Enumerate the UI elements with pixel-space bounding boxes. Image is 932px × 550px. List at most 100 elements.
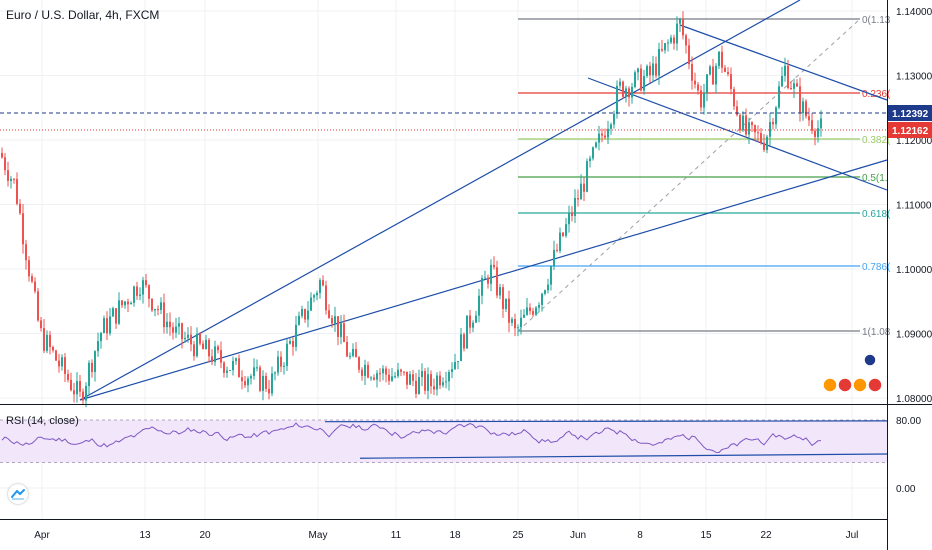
candle-body bbox=[796, 83, 798, 87]
x-tick-label: 25 bbox=[512, 530, 524, 541]
candle-body bbox=[571, 212, 573, 216]
candle-body bbox=[697, 84, 699, 91]
y-tick-label: 1.09000 bbox=[896, 330, 932, 341]
fib-level-label: 0.236( bbox=[862, 89, 891, 100]
candle-body bbox=[766, 136, 768, 150]
price-badge bbox=[888, 122, 932, 138]
candle-body bbox=[556, 249, 558, 251]
candle-body bbox=[403, 371, 405, 373]
candle-body bbox=[37, 291, 39, 321]
candle-body bbox=[736, 106, 738, 116]
candle-body bbox=[406, 371, 408, 385]
candle-body bbox=[733, 89, 735, 107]
candle-body bbox=[94, 351, 96, 373]
candle-body bbox=[238, 358, 240, 378]
candle-body bbox=[64, 357, 66, 374]
x-tick-label: Jul bbox=[846, 530, 859, 541]
candle-body bbox=[625, 88, 627, 97]
candle-body bbox=[334, 316, 336, 324]
candle-body bbox=[763, 142, 765, 150]
candle-body bbox=[757, 132, 759, 134]
candle-body bbox=[361, 369, 363, 376]
rsi-title[interactable]: RSI (14, close) bbox=[6, 415, 79, 427]
candle-body bbox=[340, 323, 342, 337]
candle-body bbox=[82, 391, 84, 401]
candle-body bbox=[352, 349, 354, 356]
candle-body bbox=[298, 315, 300, 325]
candle-body bbox=[538, 304, 540, 308]
candle-body bbox=[616, 85, 618, 114]
price-badge-label: 1.12392 bbox=[892, 109, 929, 120]
candle-body bbox=[289, 340, 291, 344]
candle-body bbox=[445, 381, 447, 383]
tradingview-logo[interactable] bbox=[8, 484, 28, 504]
candle-body bbox=[691, 64, 693, 81]
candle-body bbox=[649, 65, 651, 76]
candle-body bbox=[595, 142, 597, 148]
symbol-title[interactable]: Euro / U.S. Dollar, 4h, FXCM bbox=[6, 8, 160, 22]
y-tick-label: 1.11000 bbox=[896, 201, 932, 212]
candle-body bbox=[637, 68, 639, 73]
candle-body bbox=[91, 362, 93, 373]
candle-body bbox=[508, 298, 510, 323]
candle-body bbox=[214, 346, 216, 363]
x-axis-labels: Apr 13 20 May 11 18 25 Jun 8 15 22 Jul bbox=[34, 530, 858, 541]
candle-body bbox=[184, 337, 186, 340]
candle-body bbox=[196, 333, 198, 357]
candle-body bbox=[88, 362, 90, 386]
candle-body bbox=[781, 75, 783, 87]
candle-body bbox=[610, 124, 612, 129]
candle-body bbox=[121, 300, 123, 306]
candle-body bbox=[817, 128, 819, 137]
trend-line bbox=[679, 24, 888, 101]
candle-body bbox=[535, 307, 537, 315]
event-icon bbox=[837, 377, 853, 393]
candle-body bbox=[478, 295, 480, 316]
candle-body bbox=[751, 122, 753, 126]
candle-body bbox=[424, 371, 426, 391]
event-icons[interactable] bbox=[822, 353, 883, 393]
candle-body bbox=[136, 286, 138, 296]
candle-body bbox=[4, 157, 6, 171]
logo-icon bbox=[11, 489, 25, 500]
candle-body bbox=[376, 373, 378, 380]
candle-body bbox=[703, 93, 705, 108]
candle-body bbox=[553, 249, 555, 267]
candle-body bbox=[313, 295, 315, 298]
candle-body bbox=[664, 43, 666, 51]
candle-body bbox=[547, 284, 549, 291]
fib-level-label: 0.786( bbox=[862, 262, 891, 273]
candle-body bbox=[442, 382, 444, 386]
candle-body bbox=[46, 334, 48, 351]
price-badges: 1.12392 1.12162 bbox=[888, 105, 932, 138]
candle-body bbox=[493, 264, 495, 268]
candle-body bbox=[25, 244, 27, 261]
candle-body bbox=[10, 178, 12, 181]
candle-body bbox=[178, 323, 180, 327]
candle-body bbox=[679, 18, 681, 24]
candle-body bbox=[391, 376, 393, 381]
candle-body bbox=[205, 339, 207, 350]
candle-body bbox=[658, 48, 660, 76]
candle-body bbox=[472, 322, 474, 328]
candle-body bbox=[211, 356, 213, 363]
candle-body bbox=[454, 361, 456, 370]
candle-body bbox=[583, 183, 585, 192]
fib-level-label: 0(1.13 bbox=[862, 15, 891, 26]
candle-body bbox=[682, 18, 684, 36]
candle-body bbox=[259, 367, 261, 391]
candle-body bbox=[100, 333, 102, 342]
candle-body bbox=[241, 377, 243, 382]
candle-body bbox=[220, 350, 222, 363]
candle-body bbox=[640, 68, 642, 91]
rsi-line bbox=[1, 422, 822, 454]
y-tick-label: 1.13000 bbox=[896, 72, 932, 83]
candle-body bbox=[118, 300, 120, 324]
candle-body bbox=[613, 113, 615, 125]
candle-body bbox=[646, 65, 648, 77]
candle-body bbox=[805, 101, 807, 117]
candle-body bbox=[139, 294, 141, 296]
candle-body bbox=[400, 369, 402, 372]
candle-body bbox=[706, 74, 708, 94]
candle-body bbox=[316, 293, 318, 296]
